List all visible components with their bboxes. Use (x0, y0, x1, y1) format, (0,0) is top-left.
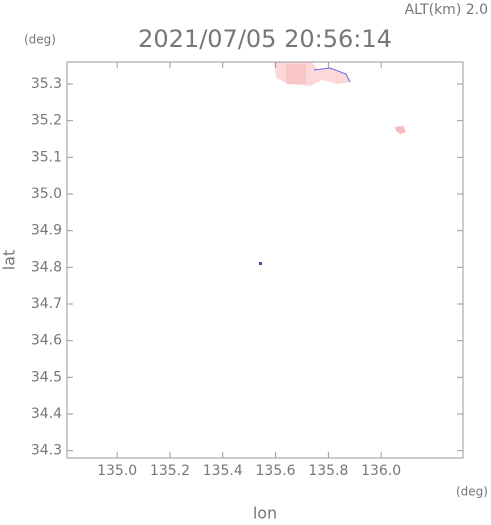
y-tick-label: 34.4 (31, 406, 62, 422)
y-tick-label: 35.1 (31, 149, 62, 165)
x-tick-label: 136.0 (361, 463, 401, 479)
x-unit: (deg) (456, 485, 488, 499)
y-axis-label: lat (0, 250, 19, 271)
y-tick-label: 34.9 (31, 223, 62, 239)
y-tick-label: 35.0 (31, 186, 62, 202)
x-tick-label: 135.0 (97, 463, 137, 479)
x-axis-label: lon (253, 504, 277, 522)
y-tick-label: 34.3 (31, 443, 62, 459)
echo-edge (313, 67, 351, 83)
x-tick-label: 135.6 (256, 463, 296, 479)
echo (259, 262, 262, 265)
plot-frame (66, 61, 464, 459)
chart-title: 2021/07/05 20:56:14 (138, 25, 392, 53)
y-unit: (deg) (24, 33, 56, 47)
y-tick-label: 34.7 (31, 296, 62, 312)
y-tick-label: 34.6 (31, 333, 62, 349)
y-tick-label: 34.5 (31, 369, 62, 385)
echoes (259, 62, 406, 265)
altitude-label: ALT(km) 2.0 (405, 2, 488, 18)
echo (274, 62, 350, 86)
y-tick-label: 35.3 (31, 76, 62, 92)
echo (286, 64, 306, 84)
x-tick-label: 135.2 (150, 463, 190, 479)
x-tick-label: 135.4 (203, 463, 243, 479)
y-tick-label: 35.2 (31, 113, 62, 129)
x-tick-label: 135.8 (308, 463, 348, 479)
y-tick-label: 34.8 (31, 259, 62, 275)
echo (395, 126, 406, 134)
